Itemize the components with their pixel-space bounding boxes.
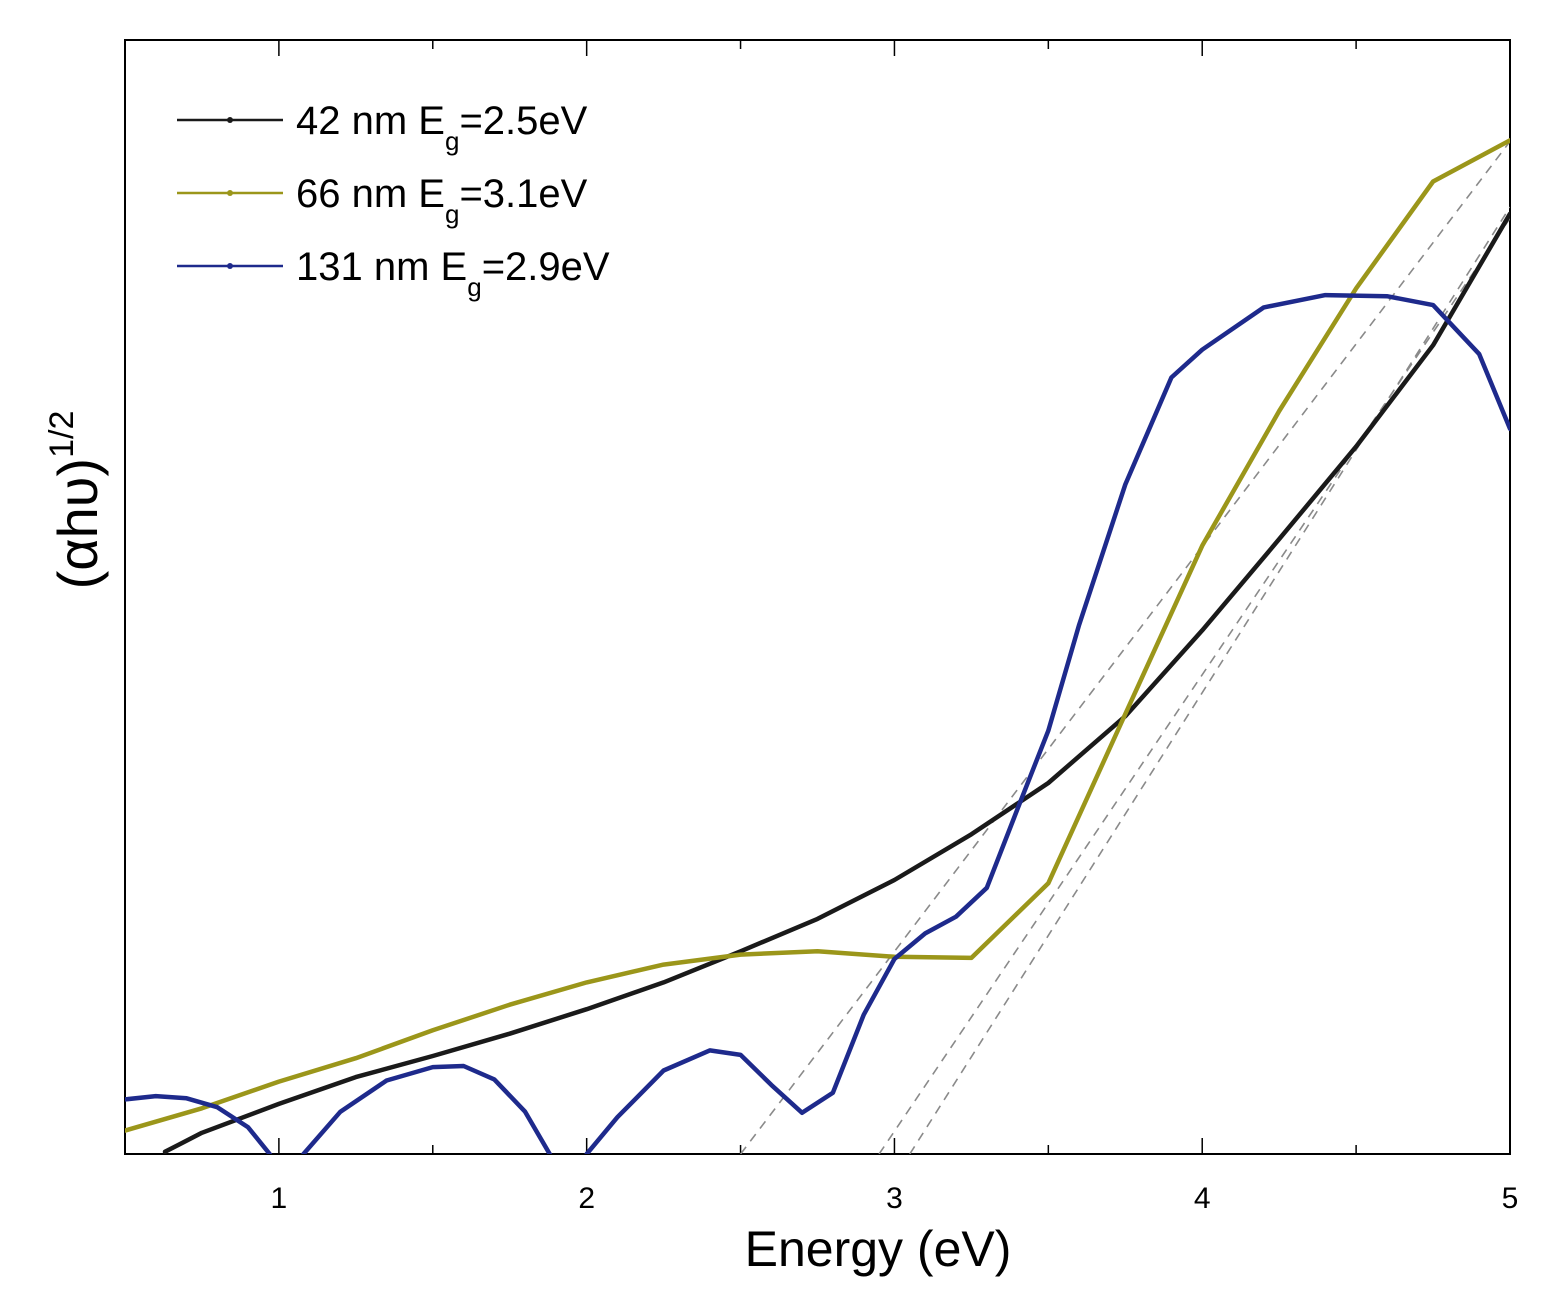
- tangent-line: [739, 140, 1510, 1154]
- series-66-nm: [125, 138, 1510, 1133]
- x-tick-label: 1: [271, 1182, 288, 1215]
- legend-swatch-marker: [227, 117, 233, 123]
- y-axis-title-sup: 1/2: [43, 411, 81, 458]
- x-tick-label: 3: [886, 1182, 903, 1215]
- y-axis-title-main: (αhυ): [46, 458, 109, 589]
- y-axis-title: (αhυ)1/2: [43, 411, 109, 590]
- legend-label-main: 66 nm E: [296, 172, 445, 216]
- legend-label: 66 nm Eg=3.1eV: [296, 172, 588, 229]
- series-layer: [125, 138, 1510, 1154]
- legend-label: 131 nm Eg=2.9eV: [296, 245, 610, 302]
- x-tick-label: 4: [1194, 1182, 1211, 1215]
- series-line: [584, 292, 1510, 1154]
- legend-label: 42 nm Eg=2.5eV: [296, 99, 588, 156]
- legend-item: 42 nm Eg=2.5eV: [177, 99, 588, 156]
- x-axis-tick-labels: 1 2 3 4 5: [271, 1182, 1519, 1215]
- legend-label-main: 42 nm E: [296, 99, 445, 143]
- x-tick-label: 2: [578, 1182, 595, 1215]
- legend-label-main: 131 nm E: [296, 245, 467, 289]
- legend-item: 66 nm Eg=3.1eV: [177, 172, 588, 229]
- legend-label-sub: g: [467, 272, 481, 302]
- series-line: [125, 138, 1510, 1133]
- legend-label-tail: =2.9eV: [482, 245, 610, 289]
- svg-text:(αhυ)1/2: (αhυ)1/2: [43, 411, 109, 590]
- legend-label-tail: =2.5eV: [459, 99, 587, 143]
- plot-frame: [124, 39, 1511, 1155]
- series-line: [301, 1063, 552, 1154]
- series-131-nm: [125, 292, 1510, 1154]
- legend-item: 131 nm Eg=2.9eV: [177, 245, 610, 302]
- legend-label-sub: g: [445, 199, 459, 229]
- legend-swatch-marker: [227, 190, 233, 196]
- x-tick-label: 5: [1502, 1182, 1519, 1215]
- legend-label-sub: g: [445, 126, 459, 156]
- tangent-line: [878, 217, 1510, 1154]
- series-42-nm: [162, 211, 1510, 1154]
- legend-swatch-marker: [227, 263, 233, 269]
- series-line: [162, 211, 1510, 1154]
- x-axis-title: Energy (eV): [745, 1221, 1012, 1277]
- series-line: [125, 1093, 272, 1154]
- tangent-line: [909, 206, 1510, 1154]
- x-axis-ticks: [124, 40, 1511, 1154]
- tangent-lines: [739, 140, 1510, 1154]
- legend-label-tail: =3.1eV: [459, 172, 587, 216]
